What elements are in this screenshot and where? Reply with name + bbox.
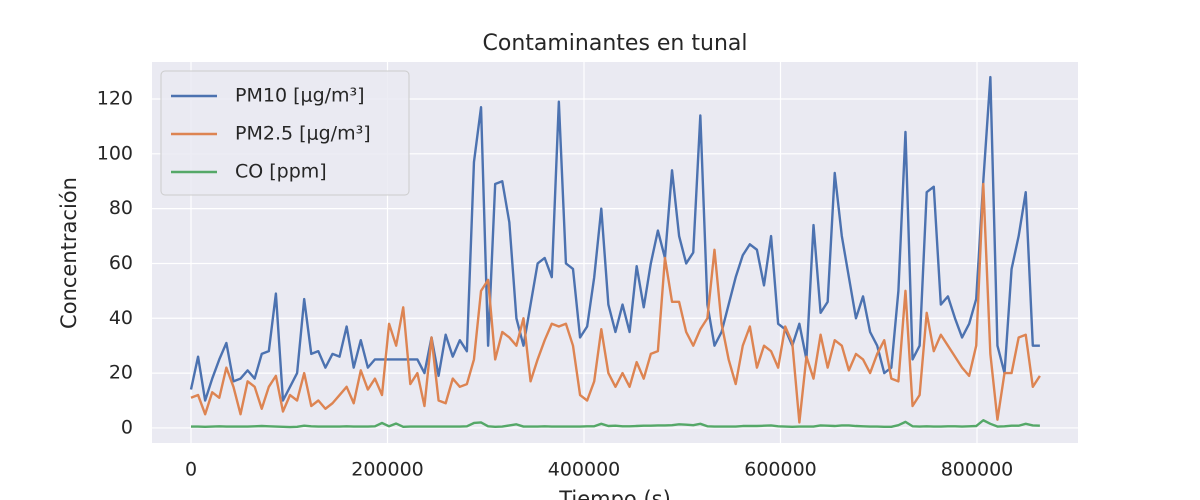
data-line [191,419,1040,429]
legend-label: PM10 [μg/m³] [235,85,365,107]
y-tick-label: 40 [109,307,133,329]
x-tick-label: 800000 [941,459,1014,481]
y-tick-label: 80 [109,197,133,219]
x-tick-label: 400000 [548,459,621,481]
y-tick-label: 100 [97,142,133,164]
data-line [189,75,1040,402]
x-tick-label: 200000 [351,459,424,481]
lines [189,75,1041,429]
x-axis-label: Tiempo (s) [558,487,671,500]
data-line [190,182,1041,424]
legend-label: CO [ppm] [235,161,327,183]
legend-box [160,70,410,196]
y-tick-label: 60 [109,252,133,274]
y-tick-label: 0 [121,416,133,438]
y-tick-label: 20 [109,362,133,384]
legend: PM10 [μg/m³] PM2.5 [μg/m³] CO [ppm] [160,70,410,196]
legend-label: PM2.5 [μg/m³] [235,123,371,145]
x-tick-label: 600000 [744,459,817,481]
x-tick-label: 0 [185,459,197,481]
chart-title: Contaminantes en tunal [483,31,748,56]
y-axis-label: Concentración [57,177,81,329]
y-tick-label: 120 [97,88,133,110]
